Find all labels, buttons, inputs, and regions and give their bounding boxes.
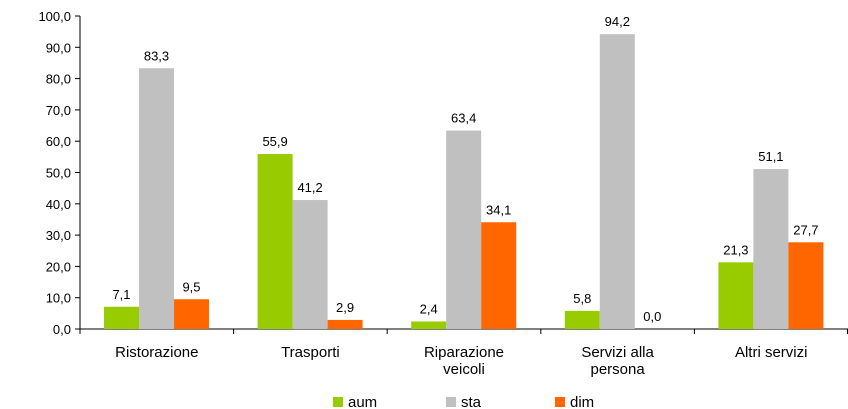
data-label-sta: 51,1	[758, 149, 783, 164]
data-label-dim: 0,0	[643, 309, 661, 324]
y-tick-label: 30,0	[46, 228, 71, 243]
data-label-sta: 94,2	[605, 14, 630, 29]
legend-swatch-aum	[333, 397, 343, 407]
bars	[104, 34, 824, 330]
x-category-label: Ristorazione	[115, 344, 198, 361]
y-tick-label: 80,0	[46, 72, 71, 87]
bar-aum	[104, 306, 139, 329]
y-tick-label: 0,0	[53, 322, 71, 337]
data-label-aum: 5,8	[573, 291, 591, 306]
legend-swatch-sta	[446, 397, 456, 407]
x-category-label: Riparazione veicoli	[424, 344, 504, 378]
y-tick-label: 40,0	[46, 197, 71, 212]
y-tick-label: 10,0	[46, 291, 71, 306]
y-tick-label: 60,0	[46, 134, 71, 149]
x-axis: Ristorazione Trasporti Riparazione veicoli S…	[79, 328, 848, 378]
data-label-aum: 7,1	[112, 287, 130, 302]
x-category-label: Servizi alla persona	[581, 344, 654, 378]
data-label-aum: 2,4	[420, 301, 438, 316]
bar-dim	[788, 242, 824, 329]
bar-sta	[446, 130, 482, 329]
data-label-sta: 83,3	[144, 48, 169, 63]
data-label-dim: 27,7	[793, 222, 818, 237]
x-category-label: Trasporti	[281, 344, 340, 361]
bar-sta	[599, 34, 635, 330]
data-label-sta: 63,4	[451, 111, 476, 126]
y-tick-label: 50,0	[46, 166, 71, 181]
data-label-dim: 2,9	[336, 300, 354, 315]
data-label-aum: 55,9	[262, 134, 287, 149]
legend-swatch-dim	[555, 397, 565, 407]
legend-label-sta: sta	[461, 394, 482, 409]
data-label-dim: 9,5	[182, 279, 200, 294]
bar-dim	[174, 299, 209, 329]
legend: aum sta dim	[333, 394, 594, 409]
y-tick-label: 20,0	[46, 259, 71, 274]
bar-sta	[753, 169, 789, 329]
data-labels: 7,1 83,3 9,5 55,9 41,2 2,9 2,4 63,4 34,1 5,8 94,2 0…	[112, 14, 818, 324]
data-label-aum: 21,3	[723, 242, 748, 257]
y-tick-label: 90,0	[46, 40, 71, 55]
data-label-sta: 41,2	[297, 180, 322, 195]
bar-dim	[481, 222, 517, 329]
x-category-label: Altri servizi	[735, 344, 808, 361]
data-label-dim: 34,1	[486, 202, 511, 217]
legend-label-aum: aum	[348, 394, 377, 409]
legend-label-dim: dim	[570, 394, 594, 409]
y-tick-label: 70,0	[46, 103, 71, 118]
bar-aum	[718, 262, 754, 329]
bar-aum	[411, 321, 447, 329]
bar-sta	[292, 200, 328, 329]
bar-dim	[327, 319, 363, 329]
bar-aum	[564, 310, 600, 329]
bar-sta	[139, 68, 174, 330]
bar-aum	[257, 154, 293, 329]
y-axis: 0,0 10,0 20,0 30,0 40,0 50,0 60,0 70,0 80,0 90,0 1…	[38, 9, 81, 337]
y-tick-label: 100,0	[38, 9, 71, 24]
